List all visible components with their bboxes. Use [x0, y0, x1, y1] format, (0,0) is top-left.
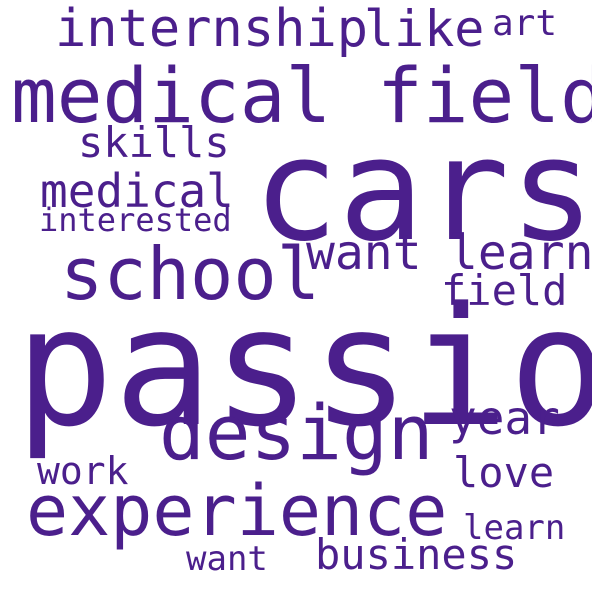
word-medical: medical	[40, 164, 234, 218]
word-school: school	[60, 232, 321, 316]
word-love: love	[453, 448, 555, 497]
word-interested: interested	[39, 201, 232, 239]
word-internship: internship	[55, 0, 369, 59]
word-field: field	[441, 266, 568, 315]
word-cars: cars	[253, 108, 592, 273]
word-want: want	[306, 225, 422, 281]
word-year: year	[449, 391, 560, 445]
word-experience: experience	[26, 470, 448, 552]
word-learn-small: learn	[463, 508, 566, 548]
word-learn: learn	[449, 225, 592, 281]
word-design: design	[159, 388, 434, 477]
word-skills: skills	[78, 118, 230, 167]
word-passion: passion	[15, 272, 592, 463]
word-art: art	[492, 3, 558, 44]
word-work: work	[37, 449, 129, 493]
word-business: business	[315, 530, 518, 579]
word-want-small: want	[186, 539, 268, 579]
word-medical-field: medical field	[11, 51, 592, 140]
word-like: like	[364, 0, 485, 58]
